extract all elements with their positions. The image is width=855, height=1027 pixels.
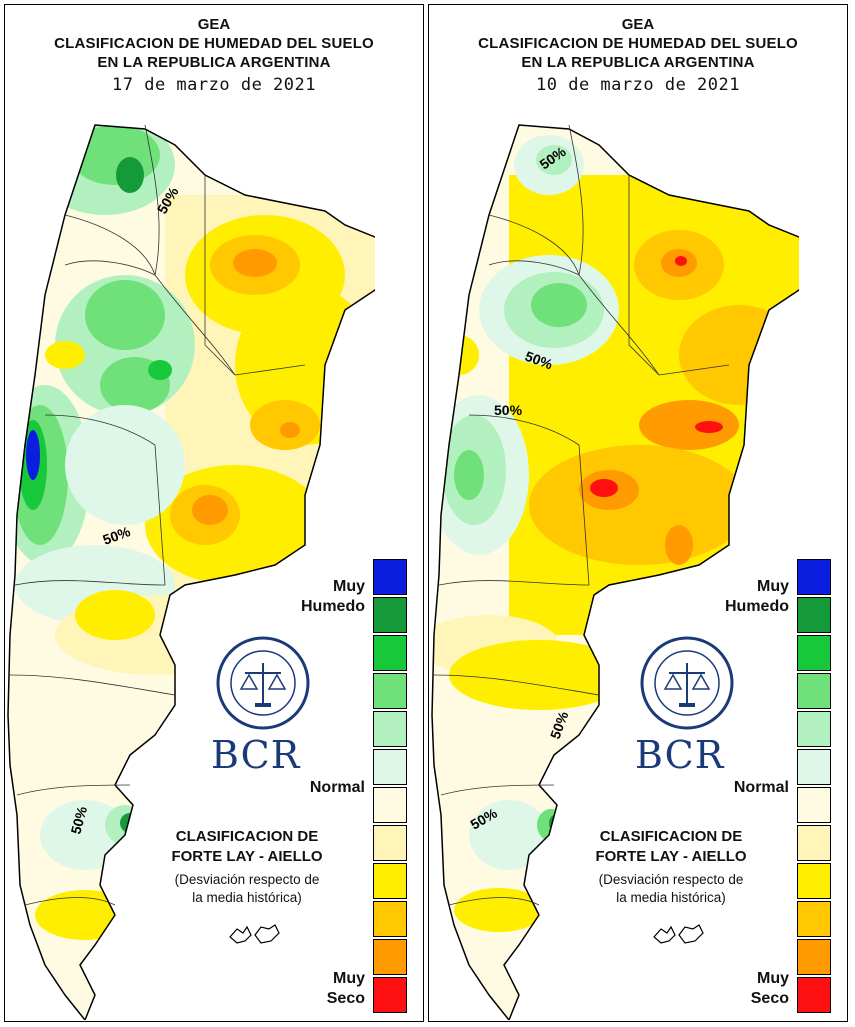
panel-header: GEA CLASIFICACION DE HUMEDAD DEL SUELO E… xyxy=(429,15,847,96)
legend-swatch xyxy=(797,749,831,785)
header-title: CLASIFICACION DE HUMEDAD DEL SUELO xyxy=(54,35,374,52)
legend-seco: Seco xyxy=(326,990,365,1007)
legend-label-muy-seco: Muy Seco xyxy=(729,969,789,1009)
argentina-soil-moisture-map: 50% 50% 50% 50% 50% xyxy=(431,124,799,1020)
legend-label-muy-humedo: Muy Humedo xyxy=(719,577,789,617)
legend-swatch xyxy=(373,825,407,861)
malvinas-islands-icon xyxy=(653,924,704,944)
malvinas-islands-icon xyxy=(229,924,280,944)
deviation-note: (Desviación respecto de la media históri… xyxy=(147,871,347,907)
legend-swatch xyxy=(373,635,407,671)
legend-swatch xyxy=(373,787,407,823)
legend-swatch xyxy=(797,825,831,861)
legend-humedo: Humedo xyxy=(301,598,365,615)
legend-swatch xyxy=(797,559,831,595)
legend-swatch xyxy=(797,977,831,1013)
legend-swatch xyxy=(797,901,831,937)
legend-swatch xyxy=(373,939,407,975)
legend-swatch xyxy=(373,901,407,937)
legend-swatch xyxy=(373,977,407,1013)
legend-humedo: Humedo xyxy=(725,598,789,615)
legend-swatch xyxy=(797,863,831,899)
legend-swatch xyxy=(373,559,407,595)
legend-muy-top: Muy xyxy=(333,578,365,595)
legend-label-normal: Normal xyxy=(733,779,789,796)
header-subtitle: EN LA REPUBLICA ARGENTINA xyxy=(521,54,755,71)
legend-swatch xyxy=(373,673,407,709)
bolsa-comercio-seal-icon xyxy=(640,636,734,730)
legend-swatch xyxy=(797,939,831,975)
classification-line-2: FORTE LAY - AIELLO xyxy=(171,848,323,865)
legend-swatch xyxy=(373,597,407,633)
contour-label: 50% xyxy=(67,804,90,836)
legend-swatch xyxy=(797,635,831,671)
deviation-line-2: la media histórica) xyxy=(192,890,302,905)
map-panel-march-10: GEA CLASIFICACION DE HUMEDAD DEL SUELO E… xyxy=(428,4,848,1022)
header-title: CLASIFICACION DE HUMEDAD DEL SUELO xyxy=(478,35,798,52)
legend-swatch xyxy=(797,787,831,823)
legend-swatch xyxy=(373,711,407,747)
classification-title: CLASIFICACION DE FORTE LAY - AIELLO xyxy=(147,827,347,867)
classification-line-1: CLASIFICACION DE xyxy=(599,828,743,845)
legend-seco: Seco xyxy=(750,990,789,1007)
classification-line-1: CLASIFICACION DE xyxy=(175,828,319,845)
deviation-line-2: la media histórica) xyxy=(616,890,726,905)
classification-title: CLASIFICACION DE FORTE LAY - AIELLO xyxy=(571,827,771,867)
deviation-line-1: (Desviación respecto de xyxy=(598,872,744,887)
legend-swatch xyxy=(797,673,831,709)
panel-header: GEA CLASIFICACION DE HUMEDAD DEL SUELO E… xyxy=(5,15,423,96)
legend-swatch xyxy=(797,711,831,747)
legend-label-muy-seco: Muy Seco xyxy=(305,969,365,1009)
color-legend xyxy=(797,559,833,1015)
legend-swatch xyxy=(797,597,831,633)
deviation-line-1: (Desviación respecto de xyxy=(174,872,320,887)
legend-label-muy-humedo: Muy Humedo xyxy=(295,577,365,617)
deviation-note: (Desviación respecto de la media históri… xyxy=(571,871,771,907)
legend-swatch xyxy=(373,749,407,785)
legend-muy-bottom: Muy xyxy=(333,970,365,987)
argentina-soil-moisture-map: 50% 50% 50% xyxy=(7,124,375,1020)
header-date: 10 de marzo de 2021 xyxy=(536,75,740,95)
bcr-logo-text: BCR xyxy=(635,733,725,777)
header-gea: GEA xyxy=(621,16,655,33)
legend-muy-bottom: Muy xyxy=(757,970,789,987)
header-subtitle: EN LA REPUBLICA ARGENTINA xyxy=(97,54,331,71)
bolsa-comercio-seal-icon xyxy=(216,636,310,730)
color-legend xyxy=(373,559,409,1015)
legend-label-normal: Normal xyxy=(309,779,365,796)
map-panel-march-17: GEA CLASIFICACION DE HUMEDAD DEL SUELO E… xyxy=(4,4,424,1022)
legend-muy-top: Muy xyxy=(757,578,789,595)
contour-label: 50% xyxy=(494,402,523,418)
header-date: 17 de marzo de 2021 xyxy=(112,75,316,95)
legend-swatch xyxy=(373,863,407,899)
header-gea: GEA xyxy=(197,16,231,33)
classification-line-2: FORTE LAY - AIELLO xyxy=(595,848,747,865)
bcr-logo-text: BCR xyxy=(211,733,301,777)
